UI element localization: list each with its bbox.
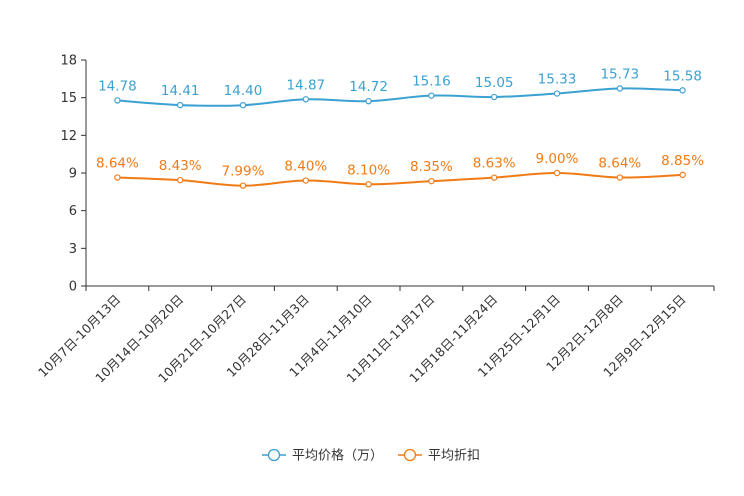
data-point[interactable]	[553, 169, 561, 177]
legend[interactable]: 平均价格（万） 平均折扣	[262, 448, 480, 464]
data-label: 7.99%	[222, 164, 265, 180]
data-label: 8.85%	[661, 153, 704, 169]
data-point[interactable]	[428, 92, 435, 99]
data-label: 8.10%	[347, 162, 390, 178]
legend-item-0[interactable]: 平均价格（万）	[262, 448, 383, 464]
data-label: 8.64%	[96, 156, 139, 172]
data-point[interactable]	[616, 85, 624, 92]
data-point[interactable]	[239, 101, 247, 109]
data-label: 9.00%	[536, 151, 579, 167]
x-axis: 10月7日-10月13日10月14日-10月20日10月21日-10月27日10…	[35, 285, 715, 386]
data-point[interactable]	[491, 174, 498, 181]
legend-marker-icon	[267, 448, 281, 462]
legend-label: 平均折扣	[428, 449, 480, 464]
series-0: 14.78 14.41 14.40 14.87 14.72 15.16 15.05 15.33…	[98, 67, 702, 109]
legend-marker-icon	[403, 448, 417, 462]
series-1: 8.64% 8.43% 7.99% 8.40% 8.10% 8.35% 8.63% 9.00%…	[96, 151, 704, 189]
data-point[interactable]	[114, 174, 121, 181]
data-label: 8.40%	[284, 159, 327, 175]
data-point[interactable]	[679, 87, 686, 94]
data-label: 15.73	[600, 67, 639, 83]
data-point[interactable]	[365, 97, 372, 105]
data-label: 14.72	[349, 79, 388, 95]
data-label: 15.33	[538, 72, 577, 88]
data-label: 14.41	[161, 83, 200, 99]
y-axis: 0 3 6 9 12 15 18	[60, 54, 87, 295]
data-label: 8.35%	[410, 159, 453, 175]
y-tick-label: 12	[60, 129, 77, 144]
y-tick-label: 0	[69, 280, 77, 295]
data-point[interactable]	[428, 177, 435, 185]
data-point[interactable]	[239, 182, 247, 189]
data-label: 15.58	[663, 68, 702, 84]
data-point[interactable]	[176, 176, 184, 184]
legend-label: 平均价格（万）	[292, 448, 383, 464]
data-label: 15.05	[475, 75, 514, 91]
y-tick-label: 3	[69, 242, 77, 257]
series-line	[117, 87, 683, 107]
data-label: 14.78	[98, 78, 137, 94]
data-point[interactable]	[176, 101, 184, 109]
legend-item-1[interactable]: 平均折扣	[398, 449, 480, 464]
data-label: 8.43%	[159, 158, 202, 174]
data-label: 8.63%	[473, 156, 516, 172]
y-tick-label: 6	[69, 204, 77, 219]
data-point[interactable]	[302, 96, 309, 103]
series-layer: 14.78 14.41 14.40 14.87 14.72 15.16 15.05 15.33…	[96, 67, 704, 189]
data-label: 15.16	[412, 74, 451, 90]
y-tick-label: 15	[60, 91, 77, 106]
data-label: 14.87	[286, 77, 325, 93]
data-point[interactable]	[616, 174, 624, 181]
series-line	[117, 171, 683, 187]
data-point[interactable]	[491, 93, 498, 101]
y-tick-label: 18	[60, 54, 77, 69]
data-label: 8.64%	[598, 156, 641, 172]
data-point[interactable]	[302, 177, 309, 184]
data-point[interactable]	[114, 97, 121, 104]
data-label: 14.40	[224, 83, 263, 99]
data-point[interactable]	[679, 171, 686, 179]
data-point[interactable]	[553, 90, 561, 97]
y-tick-label: 9	[69, 167, 77, 182]
data-point[interactable]	[365, 181, 372, 188]
